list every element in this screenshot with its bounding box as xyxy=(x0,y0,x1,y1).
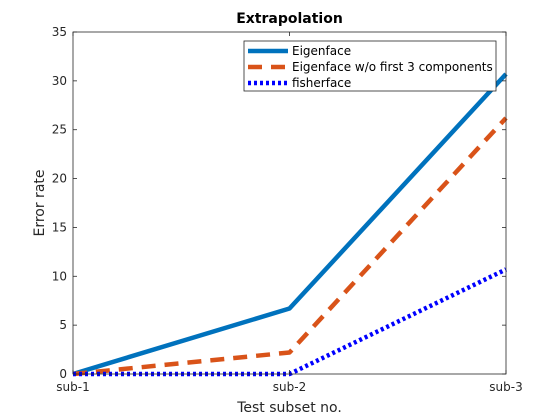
y-tick-label: 0 xyxy=(59,367,67,381)
legend-label: fisherface xyxy=(292,76,351,90)
x-axis-label: Test subset no. xyxy=(236,400,342,416)
y-tick-label: 5 xyxy=(59,318,67,332)
y-tick-label: 15 xyxy=(52,220,67,234)
y-axis-label: Error rate xyxy=(32,169,48,236)
x-tick-label: sub-3 xyxy=(489,380,522,394)
chart-title: Extrapolation xyxy=(236,11,343,27)
x-tick-label: sub-2 xyxy=(273,380,306,394)
y-tick-label: 20 xyxy=(52,172,67,186)
y-tick-label: 35 xyxy=(52,25,67,39)
legend-label: Eigenface w/o first 3 components xyxy=(292,60,493,74)
y-tick-label: 25 xyxy=(52,123,67,137)
series-line-eigenface xyxy=(72,72,508,377)
x-tick-label: sub-1 xyxy=(56,380,89,394)
y-tick-label: 10 xyxy=(52,269,67,283)
legend-label: Eigenface xyxy=(292,44,351,58)
tick-layer: 0 5 10 15 20 25 30 35 sub-1 sub-2 sub-3 xyxy=(52,25,523,394)
series-line-eigenface-w-o-first-3-components xyxy=(72,116,508,377)
y-tick-label: 30 xyxy=(52,74,67,88)
legend: Eigenface Eigenface w/o first 3 component… xyxy=(243,40,497,92)
